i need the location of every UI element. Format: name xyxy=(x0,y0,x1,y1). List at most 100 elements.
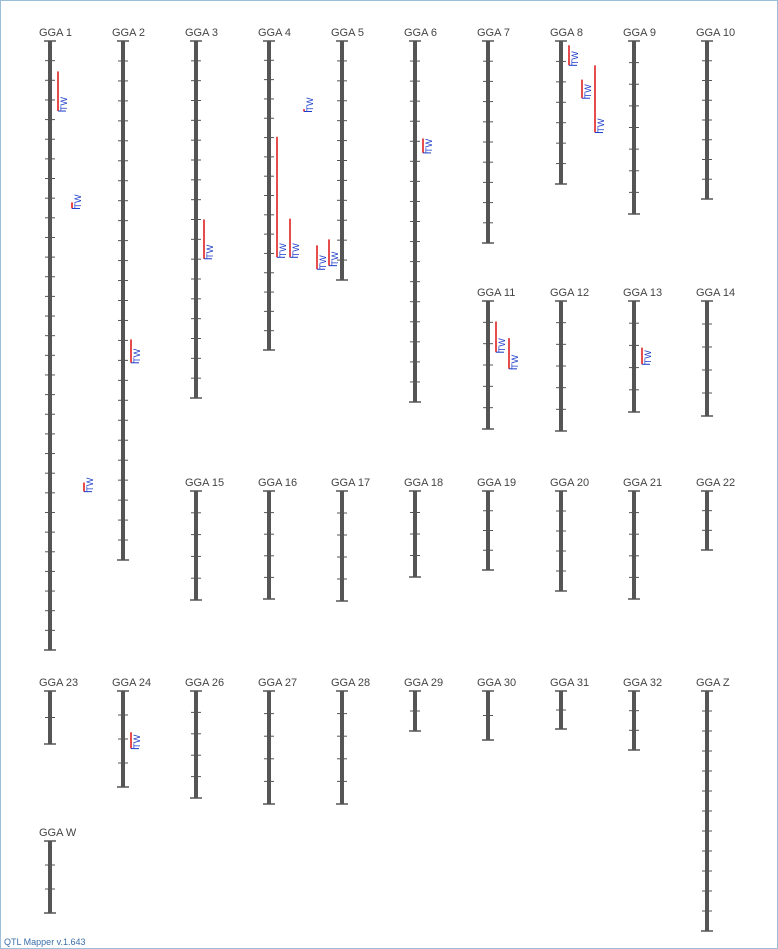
qtl-label[interactable]: TW xyxy=(570,51,580,65)
chromosome-group: GGA 28 xyxy=(331,677,370,805)
qtl-label[interactable]: TW xyxy=(643,350,653,364)
chromosome-bar[interactable] xyxy=(632,301,636,412)
chromosome-label: GGA 27 xyxy=(258,677,297,689)
qtl-label[interactable]: TW xyxy=(497,338,507,352)
chromosome-group: GGA 12 xyxy=(550,287,589,432)
qtl-label[interactable]: TW xyxy=(510,354,520,368)
chromosome-group: GGA 8 TW TW TW xyxy=(550,27,606,185)
qtl-label[interactable]: TW xyxy=(73,194,83,208)
chromosome-bar[interactable] xyxy=(267,691,271,804)
qtl-label[interactable]: TW xyxy=(583,84,593,98)
chromosome-label: GGA 4 xyxy=(258,27,291,39)
chromosome-group: GGA 19 xyxy=(477,477,516,571)
chromosome-label: GGA 8 xyxy=(550,27,583,39)
chromosome-bar[interactable] xyxy=(48,841,52,913)
chromosome-group: GGA 30 xyxy=(477,677,516,741)
chromosome-label: GGA 7 xyxy=(477,27,510,39)
chromosome-group: GGA 3 TW xyxy=(185,27,218,399)
chromosome-group: GGA 15 xyxy=(185,477,224,601)
chromosome-label: GGA W xyxy=(39,827,77,839)
chromosome-bar[interactable] xyxy=(705,491,709,550)
chromosome-label: GGA 15 xyxy=(185,477,224,489)
chromosome-group: GGA 17 xyxy=(331,477,370,602)
qtl-label[interactable]: TW xyxy=(596,118,606,132)
chromosome-label: GGA 17 xyxy=(331,477,370,489)
chromosome-bar[interactable] xyxy=(632,691,636,750)
chromosome-group: GGA 10 xyxy=(696,27,735,200)
chromosome-label: GGA 6 xyxy=(404,27,437,39)
chromosome-bar[interactable] xyxy=(559,41,563,184)
chromosome-label: GGA Z xyxy=(696,677,730,689)
qtl-label[interactable]: TW xyxy=(278,243,288,257)
chromosome-label: GGA 11 xyxy=(477,287,515,299)
chromosome-bar[interactable] xyxy=(340,491,344,601)
chromosome-group: GGA 4 TW TW xyxy=(258,27,301,351)
chromosome-group: GGA 13 TW xyxy=(623,287,662,413)
chromosome-group: GGA 26 xyxy=(185,677,224,799)
qtl-label[interactable]: TW xyxy=(59,97,69,111)
chromosome-label: GGA 12 xyxy=(550,287,589,299)
chromosome-label: GGA 28 xyxy=(331,677,370,689)
chromosome-bar[interactable] xyxy=(632,491,636,599)
chromosome-label: GGA 24 xyxy=(112,677,151,689)
chromosome-group: GGA 27 xyxy=(258,677,297,805)
qtl-label[interactable]: TW xyxy=(318,255,328,269)
chromosome-group: GGA 9 xyxy=(623,27,656,215)
qtl-label[interactable]: TW xyxy=(424,138,434,152)
qtl-label[interactable]: TW xyxy=(305,97,315,111)
chromosome-bar[interactable] xyxy=(267,491,271,599)
chromosome-label: GGA 1 xyxy=(39,27,72,39)
chromosome-bar[interactable] xyxy=(194,691,198,798)
chromosome-label: GGA 19 xyxy=(477,477,516,489)
version-label: QTL Mapper v.1.643 xyxy=(4,937,86,947)
qtl-label[interactable]: TW xyxy=(291,243,301,257)
chromosome-group: GGA 18 xyxy=(404,477,443,578)
chromosome-label: GGA 30 xyxy=(477,677,516,689)
chromosome-label: GGA 3 xyxy=(185,27,218,39)
chromosome-label: GGA 32 xyxy=(623,677,662,689)
chromosome-label: GGA 20 xyxy=(550,477,589,489)
chromosome-label: GGA 22 xyxy=(696,477,735,489)
qtl-label[interactable]: TW xyxy=(330,251,340,265)
chromosome-group: GGA 16 xyxy=(258,477,297,600)
chromosome-group: GGA 20 xyxy=(550,477,589,592)
chromosome-label: GGA 14 xyxy=(696,287,735,299)
chromosome-label: GGA 5 xyxy=(331,27,364,39)
chromosome-group: GGA 2 TW xyxy=(112,27,145,561)
chromosome-group: GGA 29 xyxy=(404,677,443,732)
chromosome-group: GGA 6 TW xyxy=(404,27,437,403)
qtl-label[interactable]: TW xyxy=(85,477,95,491)
chromosome-group: GGA 23 xyxy=(39,677,78,745)
chromosome-bar[interactable] xyxy=(48,41,52,650)
chromosome-label: GGA 9 xyxy=(623,27,656,39)
chromosome-bar[interactable] xyxy=(559,491,563,591)
chromosome-group: GGA Z xyxy=(696,677,730,932)
chromosome-group: GGA 21 xyxy=(623,477,662,600)
chromosome-group: GGA 32 xyxy=(623,677,662,751)
chromosome-group: GGA W xyxy=(39,827,77,914)
chromosome-label: GGA 31 xyxy=(550,677,589,689)
chromosome-label: GGA 29 xyxy=(404,677,443,689)
qtl-label[interactable]: TW xyxy=(205,244,215,258)
chromosome-label: GGA 21 xyxy=(623,477,662,489)
chromosome-group: GGA 14 xyxy=(696,287,735,417)
qtl-label[interactable]: TW xyxy=(132,734,142,748)
chromosome-group: GGA 22 xyxy=(696,477,735,551)
chromosome-group: GGA 31 xyxy=(550,677,589,730)
chromosome-group: GGA 1 TW TW TW xyxy=(39,27,95,651)
qtl-label[interactable]: TW xyxy=(132,348,142,362)
chromosome-label: GGA 26 xyxy=(185,677,224,689)
chromosome-label: GGA 13 xyxy=(623,287,662,299)
chromosome-group: GGA 7 xyxy=(477,27,510,244)
chromosome-label: GGA 2 xyxy=(112,27,145,39)
chromosome-label: GGA 18 xyxy=(404,477,443,489)
chromosome-label: GGA 16 xyxy=(258,477,297,489)
chromosome-bar[interactable] xyxy=(194,491,198,600)
chromosome-group: GGA 24 TW xyxy=(112,677,151,788)
chromosome-label: GGA 23 xyxy=(39,677,78,689)
chromosome-bar[interactable] xyxy=(705,301,709,416)
chromosome-bar[interactable] xyxy=(340,691,344,804)
